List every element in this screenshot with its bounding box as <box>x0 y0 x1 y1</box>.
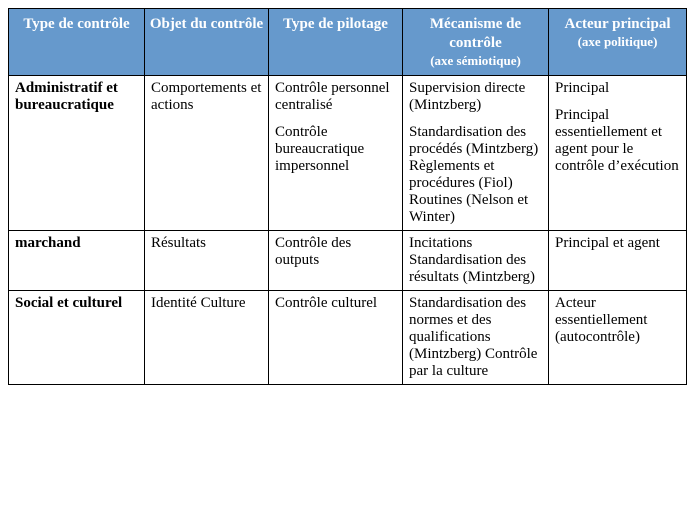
header-mecanisme-controle: Mécanisme de contrôle (axe sémiotique) <box>403 9 549 76</box>
cell-acteur: Principal Principal essentiellement et a… <box>549 75 687 230</box>
cell-mecanisme: Incitations Standardisation des résultat… <box>403 230 549 290</box>
header-type-pilotage: Type de pilotage <box>269 9 403 76</box>
acteur-a: Principal <box>555 80 680 97</box>
cell-type: Social et culturel <box>9 290 145 384</box>
cell-pilotage: Contrôle personnel centralisé Contrôle b… <box>269 75 403 230</box>
table-row: Social et culturel Identité Culture Cont… <box>9 290 687 384</box>
mecanisme-b: Standardisation des procédés (Mintzberg)… <box>409 124 542 226</box>
control-types-table: Type de contrôle Objet du contrôle Type … <box>8 8 687 385</box>
table-row: Administratif et bureaucratique Comporte… <box>9 75 687 230</box>
pilotage-b: Contrôle bureaucratique impersonnel <box>275 124 396 175</box>
cell-pilotage: Contrôle culturel <box>269 290 403 384</box>
header-mecanisme-main: Mécanisme de contrôle <box>430 16 521 51</box>
header-acteur-sub: (axe politique) <box>553 34 682 50</box>
cell-objet: Résultats <box>145 230 269 290</box>
cell-acteur: Acteur essentiellement (autocontrôle) <box>549 290 687 384</box>
header-type-controle: Type de contrôle <box>9 9 145 76</box>
cell-mecanisme: Supervision directe (Mintzberg) Standard… <box>403 75 549 230</box>
cell-objet: Comportements et actions <box>145 75 269 230</box>
cell-type: Administratif et bureaucratique <box>9 75 145 230</box>
header-row: Type de contrôle Objet du contrôle Type … <box>9 9 687 76</box>
mecanisme-a: Supervision directe (Mintzberg) <box>409 80 542 114</box>
cell-acteur: Principal et agent <box>549 230 687 290</box>
cell-pilotage: Contrôle des outputs <box>269 230 403 290</box>
cell-type: marchand <box>9 230 145 290</box>
acteur-b: Principal essentiellement et agent pour … <box>555 107 680 175</box>
header-acteur-principal: Acteur principal (axe politique) <box>549 9 687 76</box>
cell-mecanisme: Standardisation des normes et des qualif… <box>403 290 549 384</box>
pilotage-a: Contrôle personnel centralisé <box>275 80 396 114</box>
header-objet-controle: Objet du contrôle <box>145 9 269 76</box>
table-row: marchand Résultats Contrôle des outputs … <box>9 230 687 290</box>
cell-objet: Identité Culture <box>145 290 269 384</box>
header-mecanisme-sub: (axe sémiotique) <box>407 53 544 69</box>
header-acteur-main: Acteur principal <box>565 16 671 32</box>
